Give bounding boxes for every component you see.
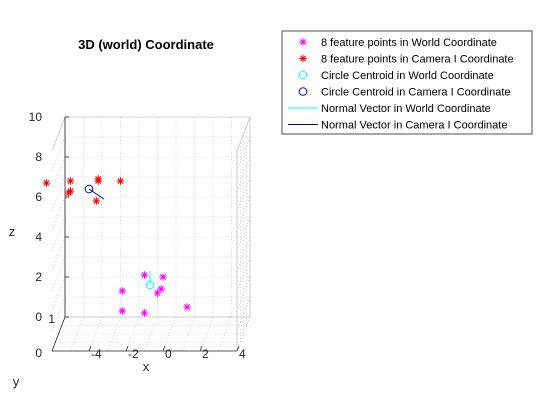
x-tick-mark	[236, 345, 240, 352]
feature-point-0-2	[118, 287, 127, 295]
feature-point-0-0	[140, 271, 149, 279]
grid-line-z-left	[51, 256, 66, 292]
legend-label: Normal Vector in Camera I Coordinate	[321, 120, 507, 132]
x-tick-mark	[162, 345, 166, 352]
legend-label: 8 feature points in Camera I Coordinate	[321, 54, 514, 66]
feature-point-1-3	[42, 179, 51, 187]
grid-line-z-left	[51, 276, 66, 312]
z-tick-label: 10	[29, 110, 43, 124]
legend-entry-0: 8 feature points in World Coordinate	[299, 37, 497, 49]
feature-point-1-6	[64, 189, 73, 197]
feature-point-1-7	[92, 197, 101, 205]
legend-box	[281, 30, 533, 135]
x-axis-label: x	[143, 359, 150, 374]
z-tick-label: 0	[35, 310, 42, 324]
z-axis-label: z	[9, 224, 16, 239]
grid-line-z-left	[51, 176, 66, 212]
x-tick-mark	[88, 345, 92, 352]
grid-line-z-left	[51, 216, 66, 252]
grid-line-z-left	[51, 236, 66, 272]
feature-point-0-6	[140, 309, 149, 317]
z-tick-label: 4	[35, 230, 42, 244]
normal-vector-5	[88, 188, 105, 200]
grid-line-z-left	[51, 196, 66, 232]
axes	[51, 116, 240, 352]
data-marks	[42, 175, 191, 317]
x-tick-label: 4	[239, 347, 246, 361]
feature-point-1-2	[94, 177, 103, 185]
y-axis-line	[51, 316, 66, 352]
centroid-marker-3-0	[84, 184, 94, 194]
chart-title: 3D (world) Coordinate	[78, 37, 214, 52]
legend-label: Circle Centroid in Camera I Coordinate	[321, 87, 511, 99]
legend-label: Normal Vector in World Coordinate	[321, 103, 491, 115]
grid-line-z-left	[51, 156, 66, 192]
legend-entry-5: Normal Vector in Camera I Coordinate	[288, 120, 507, 132]
legend-entry-4: Normal Vector in World Coordinate	[288, 103, 491, 115]
feature-point-0-1	[159, 273, 167, 281]
box-edge	[236, 116, 251, 152]
legend-label: Circle Centroid in World Coordinate	[321, 70, 494, 82]
legend-label: 8 feature points in World Coordinate	[321, 37, 497, 49]
box-edge	[51, 116, 66, 152]
feature-point-1-0	[66, 177, 75, 185]
x-tick-mark	[125, 345, 129, 352]
feature-point-0-5	[153, 289, 162, 297]
x-tick-label: -2	[128, 347, 139, 361]
x-tick-mark	[199, 345, 203, 352]
legend: 8 feature points in World Coordinate 8 fe…	[281, 30, 533, 135]
legend-entry-1: 8 feature points in Camera I Coordinate	[299, 54, 514, 66]
x-tick-label: -4	[91, 347, 102, 361]
z-tick-label: 2	[35, 270, 42, 284]
z-tick-label: 8	[35, 150, 42, 164]
grid-line-z-left	[51, 136, 66, 172]
feature-point-0-7	[183, 303, 191, 311]
y-axis-label: y	[13, 374, 20, 389]
x-tick-label: 2	[202, 347, 209, 361]
feature-point-0-4	[118, 307, 127, 315]
legend-entry-3: Circle Centroid in Camera I Coordinate	[298, 87, 511, 99]
z-tick-label: 6	[35, 190, 42, 204]
x-tick-label: 0	[165, 347, 172, 361]
legend-entry-2: Circle Centroid in World Coordinate	[298, 70, 494, 82]
y-tick-label: 1	[48, 312, 55, 326]
feature-point-1-4	[116, 177, 125, 185]
grid	[51, 116, 251, 352]
y-tick-label: 0	[35, 346, 42, 360]
